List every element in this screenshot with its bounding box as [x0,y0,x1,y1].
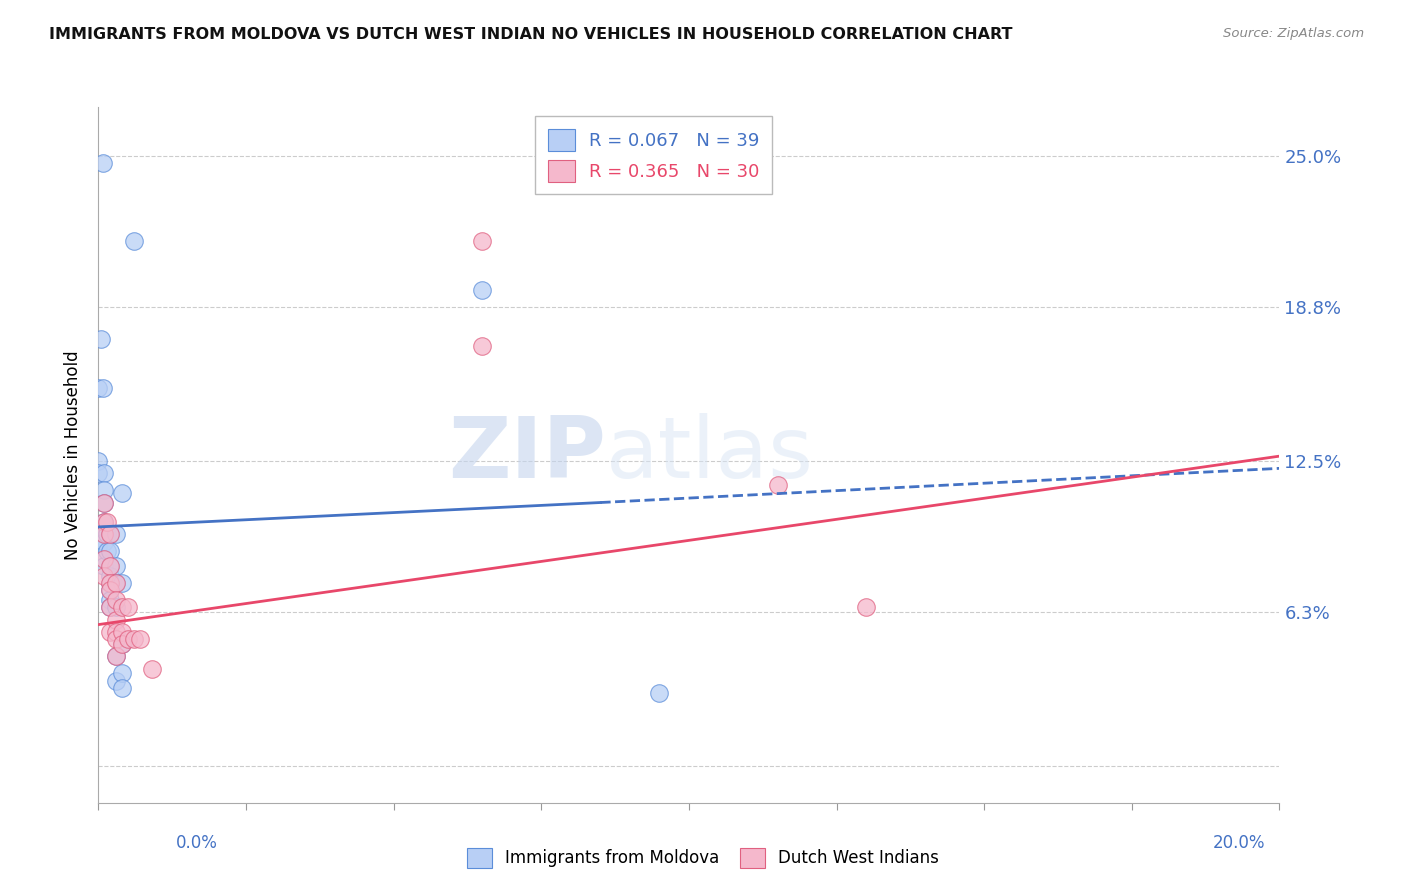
Point [111,485,134,500]
Point [105,527,128,541]
Point [98,527,121,541]
Point [111,681,134,695]
Point [98,568,121,582]
Text: Source: ZipAtlas.com: Source: ZipAtlas.com [1223,27,1364,40]
Text: 20.0%: 20.0% [1213,834,1265,852]
Point [93,534,115,549]
Point [105,600,128,615]
Point [93,515,115,529]
Point [117,600,139,615]
Point [471,283,494,297]
Point [91,381,114,395]
Point [98,559,121,574]
Point [96,544,118,558]
Point [96,527,118,541]
Point [471,339,494,353]
Legend: Immigrants from Moldova, Dutch West Indians: Immigrants from Moldova, Dutch West Indi… [460,841,946,875]
Point [93,559,115,574]
Point [91,156,114,170]
Point [93,527,115,541]
Point [766,478,789,492]
Point [93,551,115,566]
Point [122,235,145,249]
Point [93,515,115,529]
Y-axis label: No Vehicles in Household: No Vehicles in Household [65,350,83,560]
Point [111,637,134,651]
Text: 0.0%: 0.0% [176,834,218,852]
Point [93,551,115,566]
Point [98,600,121,615]
Point [98,576,121,591]
Point [111,576,134,591]
Point [105,632,128,647]
Point [648,686,671,700]
Point [122,632,145,647]
Point [98,600,121,615]
Point [105,613,128,627]
Point [87,454,110,468]
Point [98,593,121,607]
Point [105,559,128,574]
Point [105,673,128,688]
Point [98,559,121,574]
Legend: R = 0.067   N = 39, R = 0.365   N = 30: R = 0.067 N = 39, R = 0.365 N = 30 [534,116,772,194]
Point [98,544,121,558]
Point [105,576,128,591]
Point [105,649,128,664]
Point [96,515,118,529]
Point [93,495,115,509]
Point [111,637,134,651]
Text: IMMIGRANTS FROM MOLDOVA VS DUTCH WEST INDIAN NO VEHICLES IN HOUSEHOLD CORRELATIO: IMMIGRANTS FROM MOLDOVA VS DUTCH WEST IN… [49,27,1012,42]
Text: ZIP: ZIP [449,413,606,497]
Point [855,600,877,615]
Point [93,483,115,498]
Point [98,576,121,591]
Point [117,632,139,647]
Point [98,583,121,598]
Point [111,600,134,615]
Point [93,527,115,541]
Point [105,593,128,607]
Point [93,495,115,509]
Point [111,624,134,639]
Point [98,583,121,598]
Point [128,632,150,647]
Point [87,381,110,395]
Point [98,624,121,639]
Point [141,661,163,675]
Point [87,540,110,554]
Point [90,332,112,346]
Point [111,666,134,681]
Text: atlas: atlas [606,413,814,497]
Point [105,624,128,639]
Point [105,649,128,664]
Point [105,576,128,591]
Point [93,467,115,481]
Point [471,235,494,249]
Point [87,467,110,481]
Point [93,568,115,582]
Point [98,527,121,541]
